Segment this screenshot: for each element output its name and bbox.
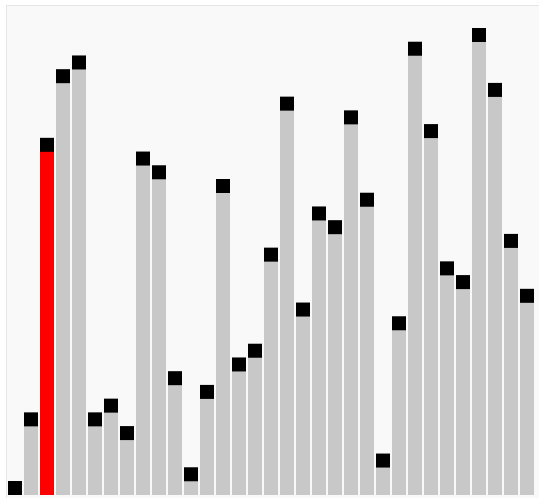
bar: [280, 103, 294, 496]
visualizer-canvas: [6, 5, 539, 498]
bar-marker: [504, 233, 518, 248]
bar-marker: [120, 426, 134, 441]
bar-marker: [248, 343, 262, 358]
bar: [216, 186, 230, 495]
bar-marker: [440, 261, 454, 276]
bar: [296, 309, 310, 495]
bar-marker: [184, 467, 198, 482]
bar: [120, 433, 134, 495]
bar: [264, 254, 278, 495]
bar-marker: [136, 151, 150, 166]
bar-marker: [376, 453, 390, 468]
bar: [312, 213, 326, 496]
bar: [200, 391, 214, 495]
bar-marker: [152, 165, 166, 180]
bar: [488, 89, 502, 495]
bar: [376, 460, 390, 495]
bar-marker: [264, 247, 278, 262]
bar: [104, 405, 118, 495]
bar-marker: [200, 384, 214, 399]
bar-marker: [8, 481, 22, 495]
bar-marker: [104, 398, 118, 413]
bar-marker: [360, 192, 374, 207]
bar: [504, 240, 518, 495]
bar-marker: [72, 55, 86, 70]
bar: [456, 282, 470, 495]
bar-marker: [424, 124, 438, 139]
bar: [88, 419, 102, 495]
bar: [232, 364, 246, 495]
bar-marker: [296, 302, 310, 317]
bar: [152, 172, 166, 496]
bar-marker: [24, 412, 38, 427]
bar-marker: [56, 69, 70, 84]
bar: [392, 323, 406, 495]
bar-marker: [456, 275, 470, 290]
bar: [168, 378, 182, 495]
bar-marker: [280, 96, 294, 111]
bar-marker: [40, 137, 54, 152]
bar: [520, 295, 534, 495]
bar-marker: [344, 110, 358, 125]
bar-marker: [472, 28, 486, 42]
bar-marker: [408, 41, 422, 56]
bar-marker: [216, 179, 230, 193]
bar: [136, 158, 150, 495]
bar: [56, 76, 70, 495]
bar: [344, 117, 358, 495]
bar: [424, 131, 438, 495]
bar: [472, 35, 486, 495]
bar-marker: [520, 288, 534, 303]
bar-marker: [88, 412, 102, 427]
bar: [408, 48, 422, 496]
bar: [440, 268, 454, 495]
bars-chart: [8, 28, 534, 496]
bar-marker: [392, 316, 406, 331]
active-bar: [40, 144, 54, 495]
bar: [328, 227, 342, 495]
bar-marker: [328, 220, 342, 235]
bar: [360, 199, 374, 495]
bar-marker: [232, 357, 246, 372]
bar-marker: [488, 82, 502, 97]
bar: [24, 419, 38, 495]
bar: [72, 62, 86, 496]
bar: [248, 350, 262, 495]
bar-marker: [168, 371, 182, 386]
bar-marker: [312, 206, 326, 221]
